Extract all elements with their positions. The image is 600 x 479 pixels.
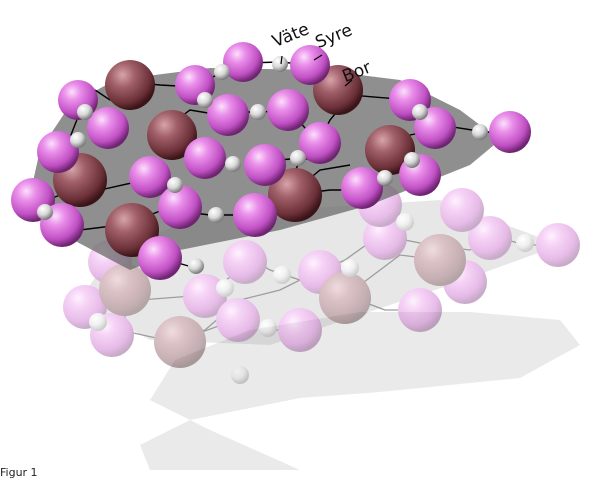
oxygen-atom [363,216,407,260]
oxygen-atom [468,216,512,260]
hydrogen-atom [216,279,234,297]
oxygen-atom [536,223,580,267]
hydrogen-atom [412,104,428,120]
hydrogen-atom [404,152,420,168]
hydrogen-atom [208,207,224,223]
label-leader-lines [280,54,353,87]
hydrogen-atom [516,234,534,252]
oxygen-atom [37,131,79,173]
hydrogen-atom [37,204,53,220]
oxygen-atom [87,107,129,149]
hydrogen-atom [341,259,359,277]
oxygen-atom [244,144,286,186]
oxygen-atom [207,94,249,136]
hydrogen-atom [89,313,107,331]
oxygen-atom [129,156,171,198]
oxygen-atom [216,298,260,342]
leader-line-syre [313,54,323,61]
figure-caption: Figur 1 [0,466,38,479]
hydrogen-atom [70,132,86,148]
hydrogen-atom [377,170,393,186]
hydrogen-atom [231,366,249,384]
lower-molecular-layer [63,183,580,384]
hydrogen-atom [167,177,183,193]
ground-shadow [140,312,580,470]
boron-atom [319,272,371,324]
hydrogen-atom [188,258,204,274]
upper-boron-atoms [53,60,415,257]
leader-line-vate [280,55,283,65]
oxygen-atom [290,45,330,85]
boron-atom [105,60,155,110]
hydrogen-atom [259,319,277,337]
hydrogen-atom [290,150,306,166]
oxygen-atom [398,288,442,332]
oxygen-atom [267,89,309,131]
hydrogen-atom [472,124,488,140]
oxygen-atom [489,111,531,153]
lower-boron-atoms [99,234,466,368]
oxygen-atom [233,193,277,237]
boron-atom [99,264,151,316]
upper-molecular-layer [11,42,531,280]
hydrogen-atom [273,266,291,284]
hydrogen-atom [225,156,241,172]
oxygen-atom [278,308,322,352]
boron-atom [154,316,206,368]
oxygen-atom [223,42,263,82]
boron-atom [414,234,466,286]
oxygen-atom [341,167,383,209]
boron-atom [268,168,322,222]
hydrogen-atom [77,104,93,120]
boron-atom [147,110,197,160]
leader-line-bor [344,79,353,87]
hydrogen-atom [272,56,288,72]
oxygen-atom [440,188,484,232]
oxygen-atom [184,137,226,179]
lower-hydrogen-atoms [89,213,534,384]
hydrogen-atom [396,213,414,231]
oxygen-atom [223,240,267,284]
oxygen-atom [183,274,227,318]
hydrogen-atom [197,92,213,108]
boron-atom [365,125,415,175]
oxygen-atom [299,122,341,164]
oxygen-atom [158,185,202,229]
oxygen-atom [138,236,182,280]
hydrogen-atom [250,104,266,120]
upper-hydrogen-atoms [37,56,488,274]
hydrogen-atom [214,64,230,80]
